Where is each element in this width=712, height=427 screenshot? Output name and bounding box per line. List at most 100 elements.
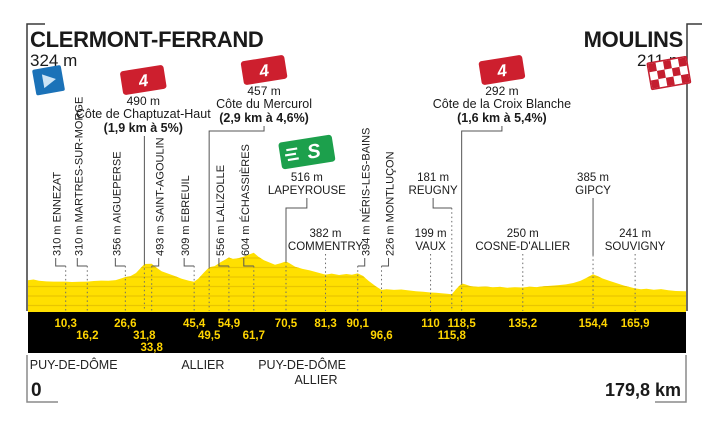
- town-label: REUGNY: [409, 185, 459, 197]
- department-label: ALLIER: [181, 358, 224, 372]
- check-cell: [650, 79, 660, 89]
- sprint-icon: S: [278, 134, 336, 170]
- waypoint-connector: [151, 258, 160, 267]
- waypoint-connector: [461, 126, 503, 284]
- waypoint-n-ris-les-bains: 90,1 394 m NÉRIS-LES-BAINS: [347, 128, 373, 330]
- climb-name: Côte du Mercurol: [216, 97, 312, 111]
- category-4-climb-icon: 4: [120, 65, 167, 95]
- axis-bracket-top-right: [686, 23, 702, 311]
- km-marker: 54,9: [218, 318, 240, 330]
- waypoint-connector: [243, 258, 254, 267]
- category-number: 4: [495, 61, 509, 81]
- climb-elevation: 292 m: [485, 84, 518, 98]
- check-cell: [656, 69, 666, 80]
- km-marker: 110: [421, 318, 440, 330]
- waypoint-saint-agoulin: 33,8 493 m SAINT-AGOULIN: [140, 137, 166, 354]
- waypoint-lalizolle: 54,9 556 m LALIZOLLE: [215, 165, 240, 330]
- town-elevation: 241 m: [619, 228, 651, 240]
- km-marker: 96,6: [370, 330, 392, 342]
- climb-name: Côte de Chaptuzat-Haut: [76, 107, 211, 121]
- waypoint-chassi-res: 61,7 604 m ÉCHASSIÈRES: [239, 144, 265, 342]
- town-label: COMMENTRY: [288, 241, 364, 253]
- km-marker: 90,1: [347, 318, 370, 330]
- town-label: SOUVIGNY: [605, 241, 666, 253]
- km-marker: 135,2: [508, 318, 537, 330]
- category-number: 4: [257, 61, 271, 81]
- km-marker: 49,5: [198, 330, 221, 342]
- waypoint-connector: [55, 258, 66, 267]
- town-label: 556 m LALIZOLLE: [215, 165, 227, 256]
- start-flag-icon: [32, 65, 65, 96]
- km-marker: 61,7: [243, 330, 265, 342]
- town-label: 604 m ÉCHASSIÈRES: [239, 144, 252, 256]
- waypoint-martres-sur-morge: 16,2 310 m MARTRES-SUR-MORGE: [73, 97, 98, 342]
- category-4-climb-icon: 4: [478, 55, 526, 85]
- km-marker: 70,5: [275, 318, 298, 330]
- waypoint-connector: [285, 198, 308, 262]
- climb-length-gradient: (2,9 km à 4,6%): [219, 111, 309, 125]
- km-marker: 81,3: [314, 318, 336, 330]
- climb-length-gradient: (1,6 km à 5,4%): [457, 111, 547, 125]
- town-label: 310 m MARTRES-SUR-MORGE: [73, 97, 85, 256]
- climb-elevation: 490 m: [127, 94, 160, 108]
- climb-length-gradient: (1,9 km à 5%): [104, 121, 183, 135]
- finish-flag-checks: [648, 57, 690, 89]
- department-label: PUY-DE-DÔME: [258, 357, 346, 372]
- waypoint-ennezat: 10,3 310 m ENNEZAT: [52, 172, 77, 330]
- waypoint-ebreuil: 45,4 309 m EBREUIL: [180, 175, 206, 330]
- waypoint-connector: [76, 258, 88, 267]
- category-number: 4: [136, 71, 150, 91]
- axis-bracket-bottom-right: [655, 355, 687, 403]
- sprint-letter: S: [306, 140, 323, 164]
- waypoint-connector: [218, 258, 229, 267]
- finish-flag-icon: [646, 55, 692, 91]
- climb-elevation: 457 m: [247, 84, 280, 98]
- check-cell: [665, 76, 675, 87]
- chart-generated-layer: 10,3 310 m ENNEZAT 16,2 310 m MARTRES-SUR-M…: [28, 55, 686, 387]
- town-label: 226 m MONTLUÇON: [385, 151, 397, 256]
- town-label: 310 m ENNEZAT: [52, 172, 64, 256]
- waypoint-connector: [183, 258, 195, 267]
- km-marker: 165,9: [621, 318, 650, 330]
- km-marker: 26,6: [114, 318, 136, 330]
- town-elevation: 385 m: [577, 172, 609, 184]
- town-elevation: 382 m: [310, 228, 342, 240]
- town-label: 356 m AIGUEPERSE: [111, 151, 123, 256]
- km-marker: 16,2: [76, 330, 98, 342]
- waypoint-connector: [381, 258, 390, 267]
- department-label: ALLIER: [294, 373, 337, 387]
- axis-bracket-top-left: [26, 23, 45, 311]
- finish-city-title: MOULINS: [584, 27, 683, 52]
- town-label: VAUX: [415, 241, 446, 253]
- town-elevation: 199 m: [415, 228, 447, 240]
- town-label: 493 m SAINT-AGOULIN: [155, 137, 167, 256]
- town-elevation: 250 m: [507, 228, 539, 240]
- axis-bracket-bottom-left: [26, 355, 58, 403]
- climb-name: Côte de la Croix Blanche: [433, 97, 571, 111]
- km-start-label: 0: [31, 380, 42, 401]
- town-label: GIPCY: [575, 185, 611, 197]
- waypoint-connector: [432, 198, 452, 209]
- waypoint-connector: [114, 258, 126, 267]
- waypoint-connector: [208, 126, 265, 268]
- check-cell: [677, 57, 687, 67]
- sprint-elevation: 516 m: [291, 172, 323, 184]
- km-marker: 118,5: [448, 318, 477, 330]
- waypoint-aigueperse: 26,6 356 m AIGUEPERSE: [111, 151, 136, 330]
- start-city-title: CLERMONT-FERRAND: [30, 27, 264, 52]
- category-4-climb-icon: 4: [240, 55, 288, 85]
- department-label: PUY-DE-DÔME: [30, 357, 118, 372]
- km-marker: 33,8: [140, 342, 163, 354]
- start-elevation-label: 324 m: [30, 51, 77, 70]
- waypoint-connector: [357, 258, 366, 267]
